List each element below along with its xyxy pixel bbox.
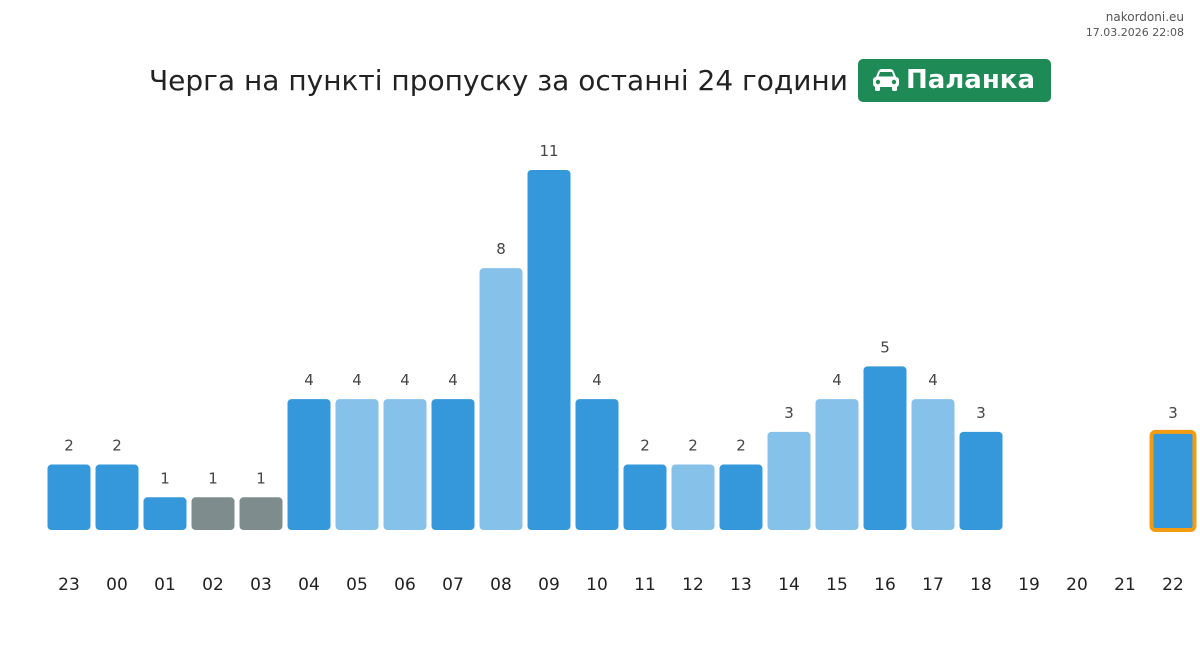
hour-tick-label: 03 (250, 575, 272, 595)
bar-value-label: 11 (539, 142, 558, 160)
hour-tick-label: 02 (202, 575, 224, 595)
bar-value-label: 2 (640, 437, 650, 455)
site-name: nakordoni.eu (1105, 10, 1184, 24)
bar (335, 399, 379, 530)
bar-value-label: 3 (1168, 404, 1178, 422)
hour-tick-label: 21 (1114, 575, 1136, 595)
hour-tick-label: 09 (538, 575, 560, 595)
hour-tick-label: 13 (730, 575, 752, 595)
hour-tick-label: 04 (298, 575, 320, 595)
page-title: Черга на пункті пропуску за останні 24 г… (148, 63, 848, 97)
bar (815, 399, 859, 530)
car-icon (872, 69, 899, 91)
hour-tick-label: 12 (682, 575, 704, 595)
bar-value-label: 5 (880, 338, 890, 356)
header: Черга на пункті пропуску за останні 24 г… (0, 58, 1200, 102)
bar (47, 464, 91, 530)
hour-tick-label: 00 (106, 575, 128, 595)
hour-tick-label: 16 (874, 575, 896, 595)
hour-tick-label: 10 (586, 575, 608, 595)
bar (95, 464, 139, 530)
hour-tick-label: 01 (154, 575, 176, 595)
bar (287, 399, 331, 530)
site-info: nakordoni.eu 17.03.2026 22:08 (1086, 9, 1184, 41)
bar-value-label: 1 (160, 469, 170, 487)
hour-tick-label: 07 (442, 575, 464, 595)
bar-value-label: 4 (400, 371, 410, 389)
bar-current-hour (1149, 429, 1197, 532)
hour-tick-label: 20 (1066, 575, 1088, 595)
bar (527, 170, 571, 530)
bar (431, 399, 475, 530)
bar-value-label: 2 (688, 437, 698, 455)
hour-tick-label: 05 (346, 575, 368, 595)
bar-value-label: 8 (496, 240, 506, 258)
hour-tick-label: 06 (394, 575, 416, 595)
bar (575, 399, 619, 530)
bar-value-label: 4 (832, 371, 842, 389)
hour-tick-label: 23 (58, 575, 80, 595)
hour-tick-label: 17 (922, 575, 944, 595)
checkpoint-badge: Паланка (857, 58, 1051, 102)
bar (143, 497, 187, 530)
hour-tick-label: 08 (490, 575, 512, 595)
bar-value-label: 4 (304, 371, 314, 389)
bar (479, 268, 523, 530)
bar (671, 464, 715, 530)
bar (383, 399, 427, 530)
bar-value-label: 4 (928, 371, 938, 389)
bar-value-label: 3 (976, 404, 986, 422)
bar (239, 497, 283, 530)
bar (191, 497, 235, 530)
bar-value-label: 1 (208, 469, 218, 487)
hour-tick-label: 14 (778, 575, 800, 595)
hour-tick-label: 18 (970, 575, 992, 595)
bar-value-label: 4 (592, 371, 602, 389)
bar-value-label: 3 (784, 404, 794, 422)
bar-value-label: 2 (736, 437, 746, 455)
bar-value-label: 1 (256, 469, 266, 487)
hour-tick-label: 11 (634, 575, 656, 595)
bar (719, 464, 763, 530)
bar-value-label: 2 (64, 437, 74, 455)
checkpoint-name: Паланка (905, 65, 1035, 95)
hour-tick-label: 19 (1018, 575, 1040, 595)
timestamp: 17.03.2026 22:08 (1085, 26, 1184, 39)
bar (959, 431, 1003, 530)
bar (911, 399, 955, 530)
bar-value-label: 2 (112, 437, 122, 455)
hour-tick-label: 22 (1162, 575, 1184, 595)
bar-value-label: 4 (448, 371, 458, 389)
bar (863, 366, 907, 530)
bar-value-label: 4 (352, 371, 362, 389)
hour-tick-label: 15 (826, 575, 848, 595)
bar (623, 464, 667, 530)
bar (767, 431, 811, 530)
